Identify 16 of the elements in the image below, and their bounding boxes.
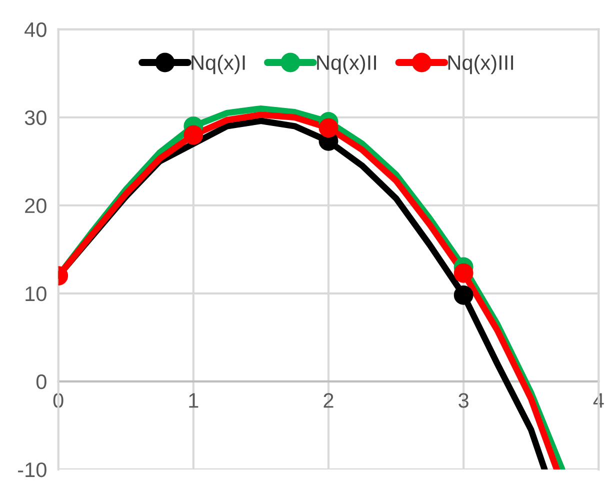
y-tick-label: 20	[25, 198, 46, 214]
legend-label: Nq(x)II	[317, 54, 376, 74]
y-tick-label: 40	[24, 22, 46, 38]
x-tick-label: 2	[324, 393, 334, 408]
x-tick-label: 3	[458, 393, 468, 408]
y-tick-label: -10	[18, 462, 46, 478]
point	[454, 263, 474, 283]
point	[184, 125, 204, 145]
point	[318, 118, 338, 138]
legend-label: Nq(x)I	[192, 54, 245, 74]
y-tick-label: 0	[36, 374, 46, 390]
y-tick-label: 10	[26, 286, 46, 302]
x-tick-label: 1	[189, 393, 198, 408]
legend-label: Nq(x)III	[448, 54, 514, 74]
y-tick-label: 30	[24, 110, 46, 126]
point	[454, 285, 474, 305]
